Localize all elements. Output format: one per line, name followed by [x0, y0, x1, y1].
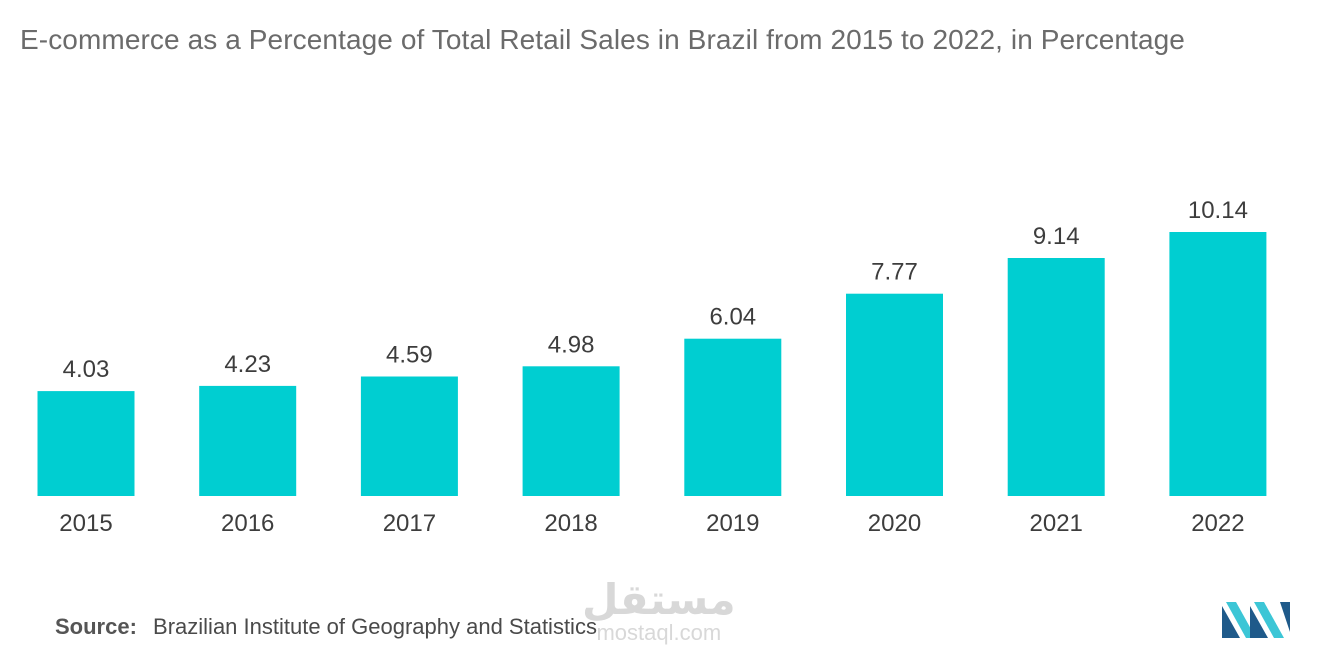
category-label-2017: 2017 [383, 510, 436, 537]
bar-2020 [846, 293, 943, 496]
value-label-2022: 10.14 [1188, 197, 1248, 224]
bar-2015 [37, 391, 135, 496]
bar-2016 [199, 385, 297, 496]
value-label-2015: 4.03 [63, 356, 110, 383]
category-labels-group: 2015 2016 2017 2018 2019 2020 2021 2022 [59, 510, 1244, 537]
value-label-2016: 4.23 [224, 351, 271, 378]
value-label-2020: 7.77 [871, 259, 918, 286]
bar-2022 [1169, 232, 1267, 496]
category-label-2020: 2020 [868, 510, 921, 537]
value-label-2018: 4.98 [548, 331, 595, 358]
value-label-2017: 4.59 [386, 342, 433, 369]
category-label-2015: 2015 [59, 510, 112, 537]
category-label-2019: 2019 [706, 510, 759, 537]
watermark: مستقل mostaql.com [582, 578, 736, 644]
category-label-2021: 2021 [1030, 510, 1083, 537]
watermark-arabic: مستقل [582, 576, 736, 623]
chart-title: E-commerce as a Percentage of Total Reta… [20, 24, 1185, 55]
source-label: Source: [55, 614, 137, 639]
source-line: Source: Brazilian Institute of Geography… [55, 614, 597, 640]
watermark-latin: mostaql.com [596, 620, 722, 645]
bar-2021 [1007, 258, 1105, 496]
category-label-2018: 2018 [544, 510, 597, 537]
brand-logo-icon [1222, 602, 1290, 638]
source-text: Brazilian Institute of Geography and Sta… [153, 614, 597, 639]
bars-group [37, 232, 1267, 496]
value-label-2021: 9.14 [1033, 223, 1080, 250]
bar-2017 [360, 376, 458, 496]
bar-2019 [684, 338, 782, 496]
category-label-2022: 2022 [1191, 510, 1244, 537]
value-label-2019: 6.04 [709, 304, 756, 331]
category-label-2016: 2016 [221, 510, 274, 537]
bar-2018 [522, 366, 620, 496]
value-labels-group: 4.03 4.23 4.59 4.98 6.04 7.77 9.14 10.14 [63, 197, 1248, 383]
